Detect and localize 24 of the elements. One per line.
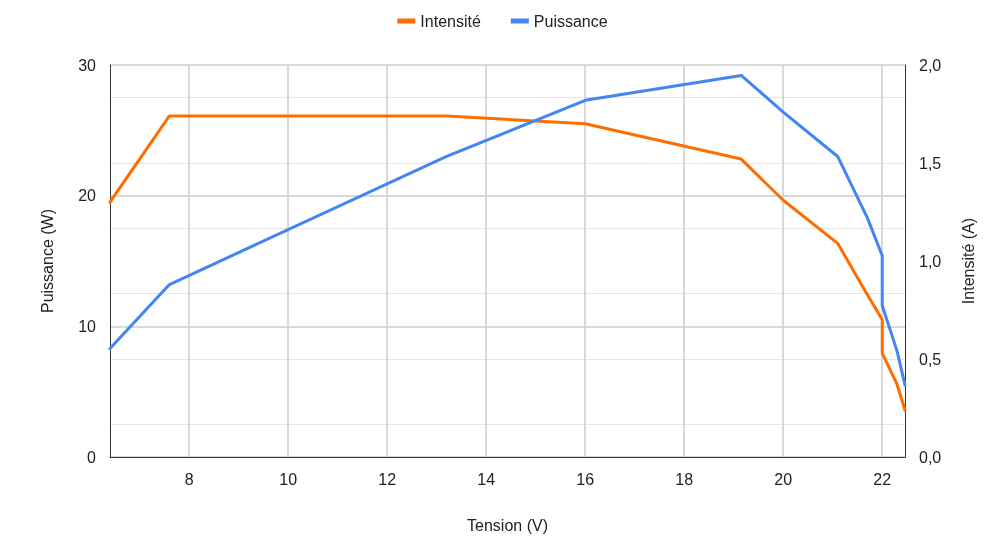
- x-tick-label: 14: [477, 470, 496, 488]
- y2-tick-label: 0,0: [919, 448, 942, 466]
- x-axis-title: Tension (V): [467, 516, 548, 534]
- legend-label: Puissance: [533, 12, 608, 30]
- y-tick-label: 20: [78, 187, 97, 205]
- y-tick-label: 0: [87, 448, 97, 466]
- y-tick-label: 10: [78, 317, 97, 335]
- y-axis-title: Puissance (W): [38, 208, 56, 314]
- y2-axis-title: Intensité (A): [959, 217, 977, 305]
- x-tick-label: 8: [184, 470, 194, 488]
- x-tick-label: 20: [774, 470, 793, 488]
- y2-tick-label: 2,0: [919, 56, 942, 74]
- y2-tick-label: 0,5: [919, 350, 942, 368]
- x-tick-label: 10: [279, 470, 298, 488]
- x-tick-label: 12: [378, 470, 397, 488]
- legend-label: Intensité: [420, 12, 481, 30]
- line-series: [108, 114, 907, 412]
- x-tick-label: 22: [873, 470, 892, 488]
- x-tick-label: 16: [576, 470, 595, 488]
- y2-tick-label: 1,0: [919, 252, 942, 270]
- y2-tick-label: 1,5: [919, 154, 942, 172]
- y-tick-label: 30: [78, 56, 97, 74]
- x-tick-label: 18: [675, 470, 694, 488]
- line-series: [108, 73, 907, 387]
